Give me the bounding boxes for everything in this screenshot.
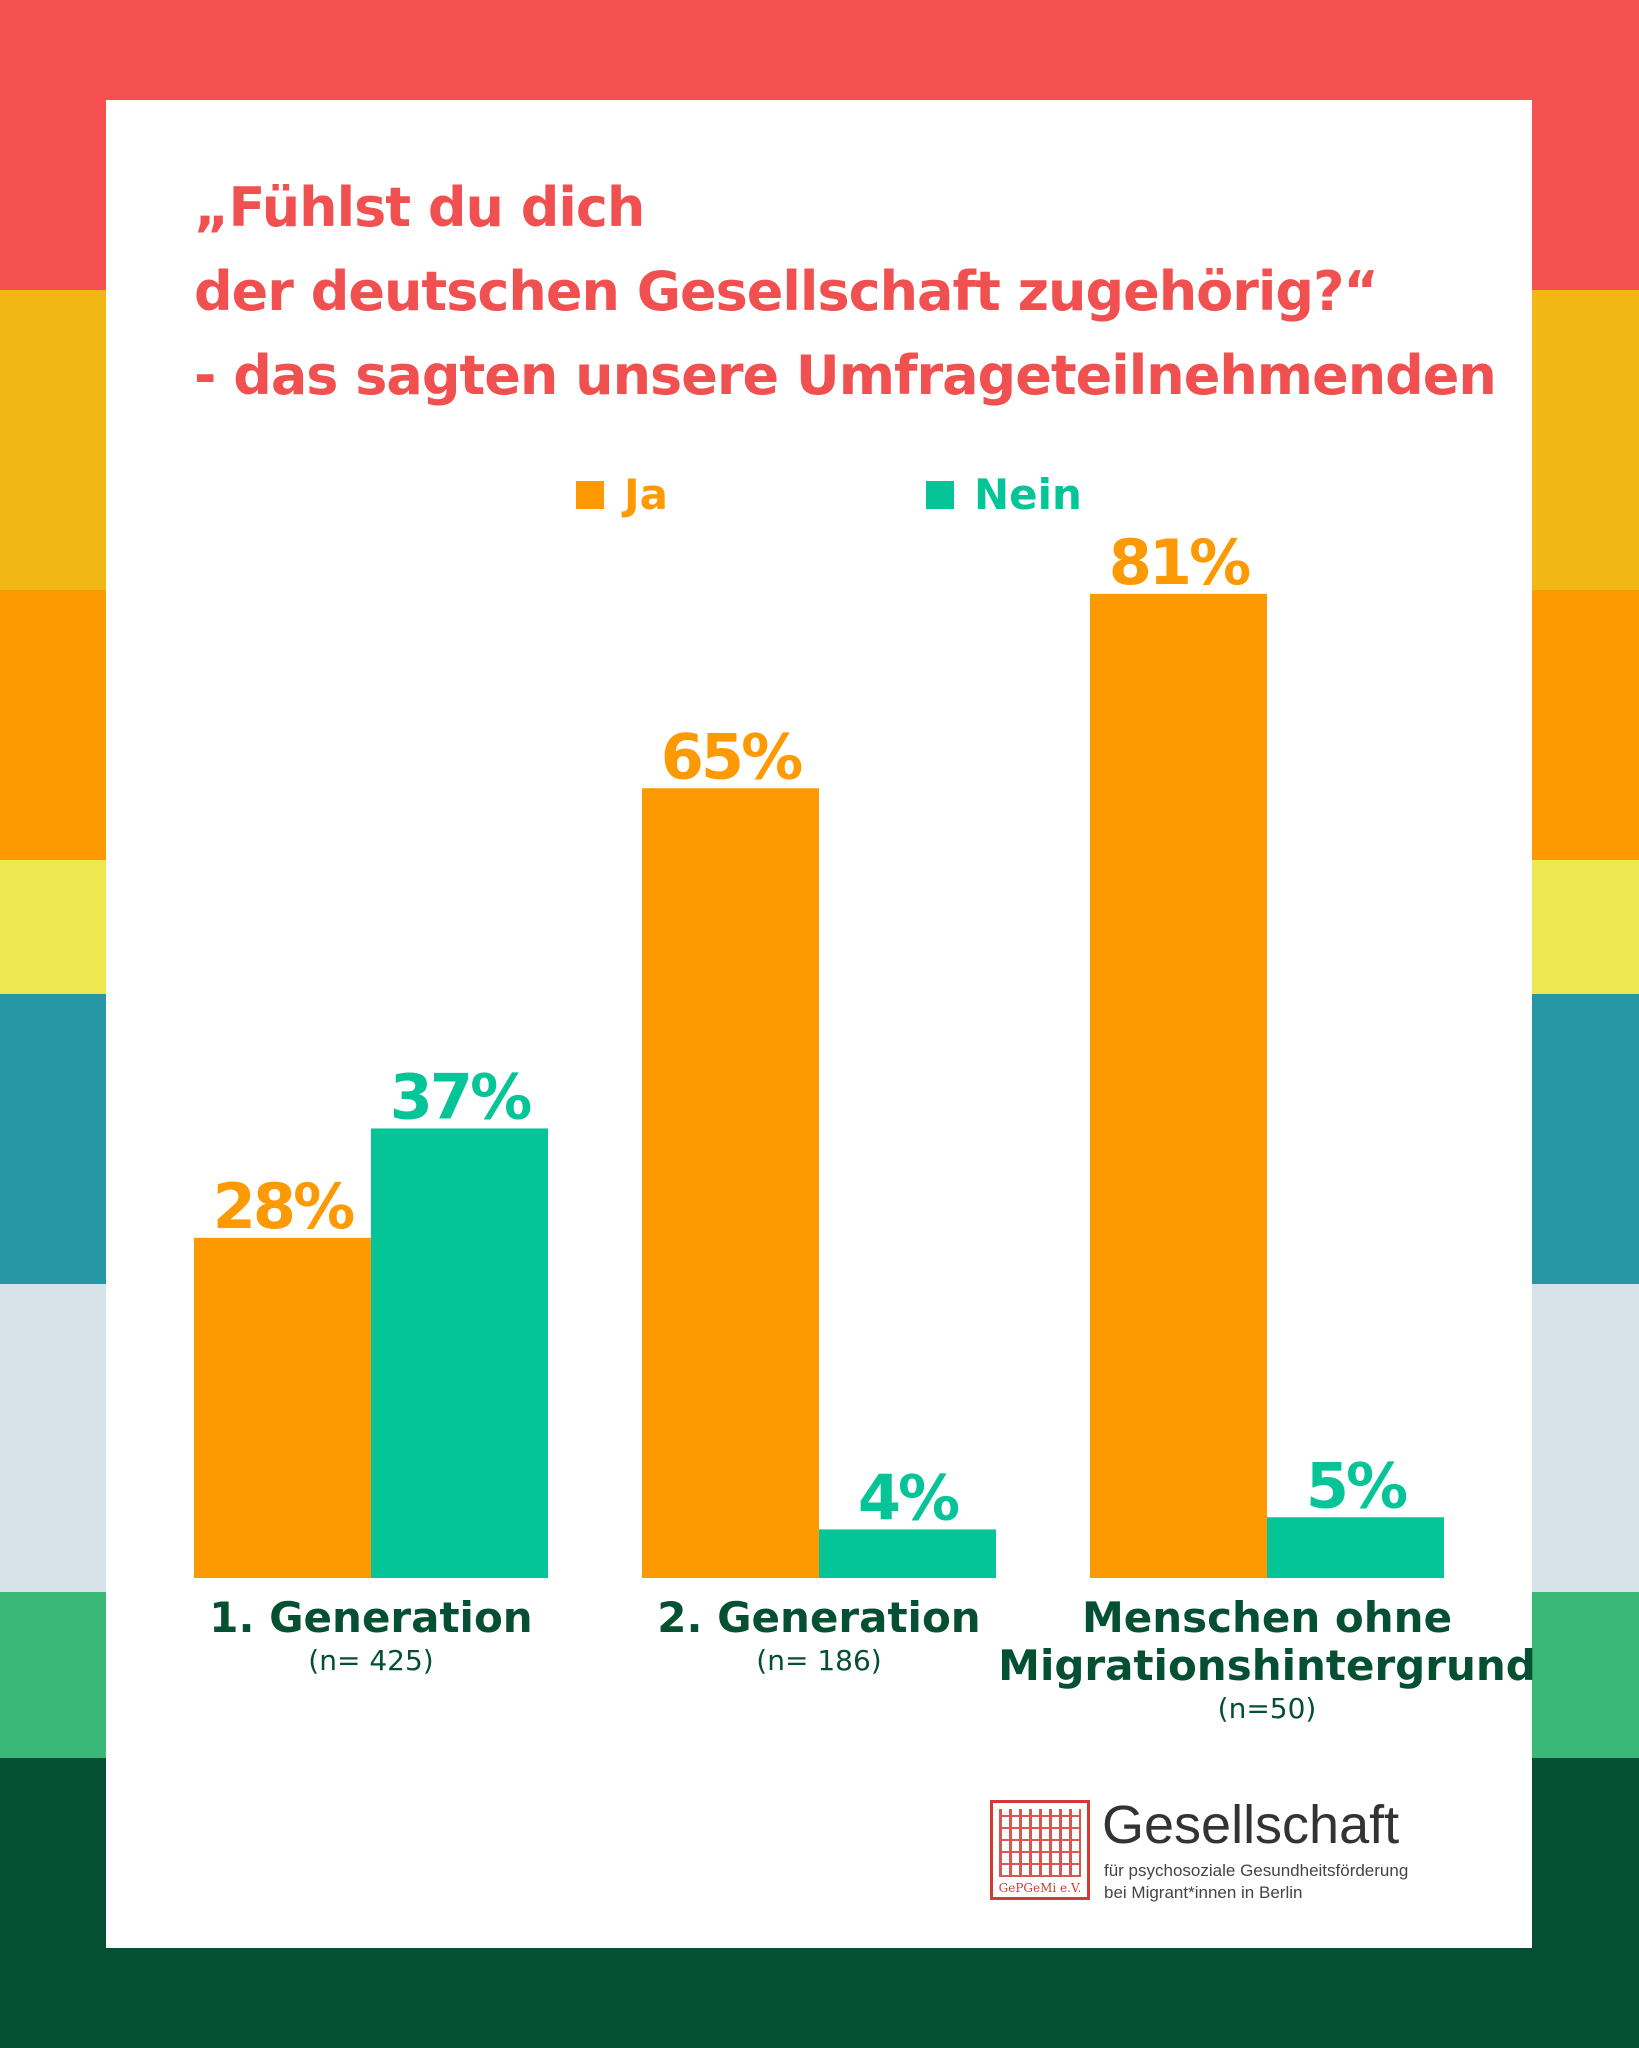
bar-ja-3	[1090, 593, 1267, 1578]
legend-label-ja: Ja	[624, 470, 668, 519]
title-line-1: „Fühlst du dich	[194, 176, 645, 239]
logo-tagline-1: für psychosoziale Gesundheitsförderung	[1104, 1861, 1409, 1880]
title-line-2: der deutschen Gesellschaft zugehörig?“	[194, 260, 1379, 323]
organization-logo: GePGeMi e.V. Gesellschaft für psychosozi…	[990, 1795, 1470, 1910]
category-label-1: 1. Generation (n= 425)	[209, 1594, 532, 1680]
legend-item-ja: Ja	[576, 470, 668, 519]
data-label-nein-2: 4%	[858, 1461, 959, 1534]
data-label-nein-1: 37%	[390, 1060, 531, 1133]
category-label-line: 1. Generation	[209, 1593, 533, 1642]
bar-nein-3	[1267, 1517, 1444, 1578]
category-label-line: Migrationshintergrund	[998, 1641, 1536, 1690]
seal-logo: GePGeMi e.V.	[990, 1800, 1090, 1900]
title-line-3: - das sagten unsere Umfrageteilnehmenden	[194, 344, 1497, 407]
data-label-ja-2: 65%	[661, 720, 802, 793]
bar-ja-1	[194, 1237, 371, 1578]
bar-nein-2	[819, 1529, 996, 1578]
bar-ja-2	[642, 788, 819, 1578]
data-label-ja-3: 81%	[1109, 526, 1250, 599]
legend-label-nein: Nein	[974, 470, 1082, 519]
legend-swatch-nein	[926, 480, 954, 509]
category-label-line: Menschen ohne	[1081, 1593, 1453, 1642]
chart-title: „Fühlst du dich der deutschen Gesellscha…	[194, 166, 1497, 418]
bar-nein-1	[371, 1128, 548, 1578]
sample-size-label: (n=50)	[1217, 1692, 1317, 1725]
logo-title: Gesellschaft	[1102, 1795, 1400, 1855]
logo-tagline-2: bei Migrant*innen in Berlin	[1104, 1883, 1303, 1902]
chart-card: „Fühlst du dich der deutschen Gesellscha…	[106, 100, 1536, 1948]
logo-tagline: für psychosoziale Gesundheitsförderung b…	[1104, 1860, 1408, 1904]
category-label-line: 2. Generation	[657, 1593, 981, 1642]
category-label-2: 2. Generation (n= 186)	[657, 1594, 980, 1680]
category-label-3: Menschen ohne Migrationshintergrund (n=50)	[998, 1594, 1536, 1728]
legend-swatch-ja	[576, 480, 604, 509]
sample-size-label: (n= 186)	[756, 1644, 882, 1677]
legend-item-nein: Nein	[926, 470, 1082, 519]
sample-size-label: (n= 425)	[308, 1644, 434, 1677]
data-label-nein-3: 5%	[1306, 1449, 1407, 1522]
seal-text: GePGeMi e.V.	[998, 1881, 1082, 1895]
data-label-ja-1: 28%	[213, 1170, 354, 1243]
bar-chart: 28% 37% 65% 4% 81% 5%	[194, 526, 1444, 1578]
